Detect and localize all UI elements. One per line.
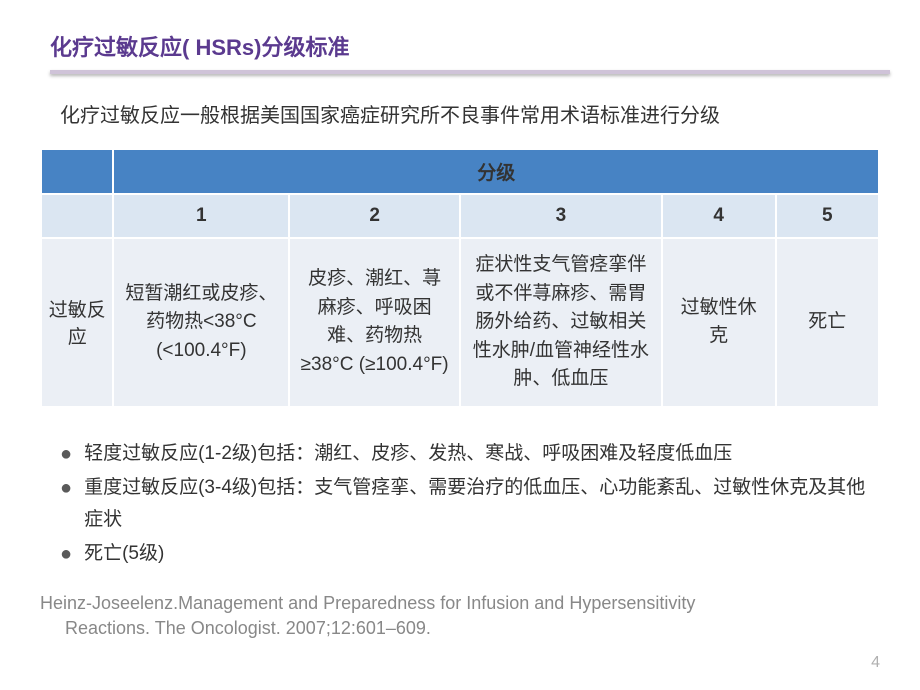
- table-cell-4: 过敏性休克: [662, 238, 776, 407]
- bullet-text-1: 轻度过敏反应(1-2级)包括：潮红、皮疹、发热、寒战、呼吸困难及轻度低血压: [84, 438, 732, 470]
- title-underline: [50, 70, 890, 74]
- table-col-3: 3: [460, 194, 662, 238]
- bullet-list: ● 轻度过敏反应(1-2级)包括：潮红、皮疹、发热、寒战、呼吸困难及轻度低血压 …: [60, 438, 880, 571]
- list-item: ● 轻度过敏反应(1-2级)包括：潮红、皮疹、发热、寒战、呼吸困难及轻度低血压: [60, 438, 880, 470]
- table-col-1: 1: [113, 194, 289, 238]
- table-cell-3: 症状性支气管痉挛伴或不伴荨麻疹、需胃肠外给药、过敏相关性水肿/血管神经性水肿、低…: [460, 238, 662, 407]
- table-cell-1: 短暂潮红或皮疹、药物热<38°C (<100.4°F): [113, 238, 289, 407]
- table-header-blank: [41, 194, 113, 238]
- bullet-icon: ●: [60, 472, 72, 504]
- bullet-icon: ●: [60, 538, 72, 570]
- table-col-4: 4: [662, 194, 776, 238]
- bullet-text-3: 死亡(5级): [84, 538, 164, 570]
- bullet-icon: ●: [60, 438, 72, 470]
- table-header-main: 分级: [113, 149, 879, 194]
- table-col-5: 5: [776, 194, 879, 238]
- reference-line1: Heinz-Joseelenz.Management and Preparedn…: [40, 591, 880, 616]
- reference-line2: Reactions. The Oncologist. 2007;12:601–6…: [65, 616, 880, 641]
- page-number: 4: [871, 654, 880, 672]
- bullet-text-2: 重度过敏反应(3-4级)包括：支气管痉挛、需要治疗的低血压、心功能紊乱、过敏性休…: [84, 472, 880, 537]
- slide-title: 化疗过敏反应( HSRs)分级标准: [50, 30, 880, 62]
- grading-table: 分级 1 2 3 4 5 过敏反应 短暂潮红或皮疹、药物热<38°C (<100…: [40, 148, 880, 408]
- table-row-label: 过敏反应: [41, 238, 113, 407]
- list-item: ● 死亡(5级): [60, 538, 880, 570]
- reference-citation: Heinz-Joseelenz.Management and Preparedn…: [40, 591, 880, 641]
- table-cell-5: 死亡: [776, 238, 879, 407]
- list-item: ● 重度过敏反应(3-4级)包括：支气管痉挛、需要治疗的低血压、心功能紊乱、过敏…: [60, 472, 880, 537]
- table-corner-cell: [41, 149, 113, 194]
- slide-subtitle: 化疗过敏反应一般根据美国国家癌症研究所不良事件常用术语标准进行分级: [60, 99, 880, 128]
- table-cell-2: 皮疹、潮红、荨麻疹、呼吸困难、药物热 ≥38°C (≥100.4°F): [289, 238, 460, 407]
- table-col-2: 2: [289, 194, 460, 238]
